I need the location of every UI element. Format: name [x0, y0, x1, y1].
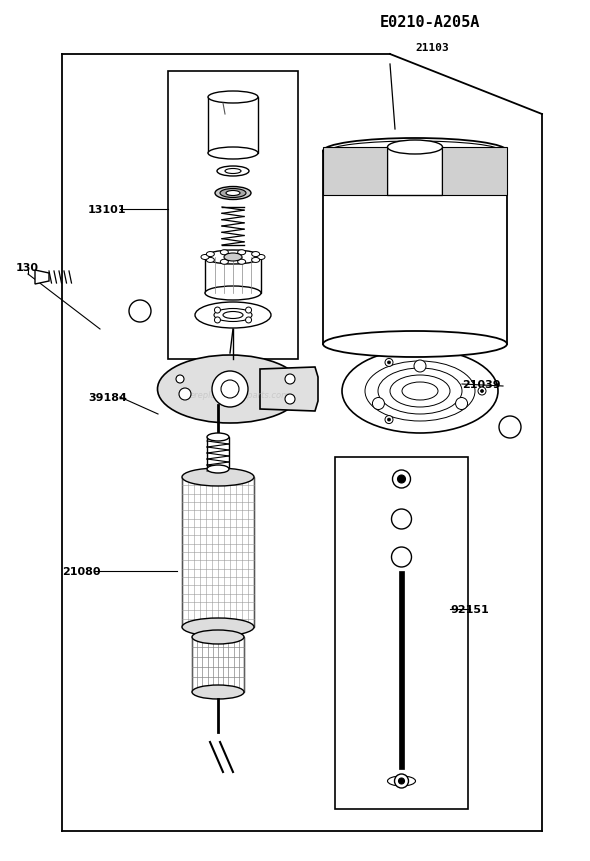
- Text: E0210-A205A: E0210-A205A: [380, 15, 480, 29]
- Ellipse shape: [182, 618, 254, 636]
- Ellipse shape: [208, 148, 258, 160]
- Circle shape: [392, 510, 411, 530]
- Text: 13101: 13101: [88, 205, 126, 214]
- Circle shape: [212, 372, 248, 407]
- Ellipse shape: [252, 252, 260, 257]
- Ellipse shape: [257, 255, 265, 260]
- Text: 21039: 21039: [462, 380, 501, 389]
- Polygon shape: [442, 148, 507, 195]
- Circle shape: [214, 307, 221, 313]
- Circle shape: [221, 381, 239, 399]
- Text: 39184: 39184: [88, 393, 127, 403]
- Text: 21080: 21080: [62, 567, 100, 576]
- Circle shape: [129, 300, 151, 323]
- Ellipse shape: [329, 142, 501, 162]
- Circle shape: [372, 398, 385, 410]
- Bar: [192, 637, 244, 692]
- Ellipse shape: [206, 252, 214, 257]
- Bar: [208, 98, 258, 154]
- Ellipse shape: [201, 255, 209, 260]
- Circle shape: [388, 362, 391, 364]
- Ellipse shape: [195, 303, 271, 329]
- Ellipse shape: [205, 251, 261, 264]
- Ellipse shape: [207, 433, 229, 442]
- Ellipse shape: [323, 139, 507, 164]
- Ellipse shape: [238, 260, 245, 265]
- Ellipse shape: [225, 170, 241, 174]
- Bar: [388, 148, 442, 195]
- Circle shape: [388, 418, 391, 422]
- Circle shape: [398, 475, 405, 483]
- Circle shape: [245, 318, 251, 324]
- Bar: [168, 72, 298, 360]
- Circle shape: [478, 387, 486, 395]
- Polygon shape: [35, 270, 49, 285]
- Circle shape: [395, 774, 408, 788]
- Bar: [207, 437, 229, 469]
- Circle shape: [398, 778, 405, 784]
- Ellipse shape: [252, 258, 260, 263]
- Ellipse shape: [220, 260, 228, 265]
- Ellipse shape: [214, 309, 252, 322]
- Text: 130: 130: [16, 263, 39, 273]
- Ellipse shape: [388, 141, 442, 155]
- Text: ereplacementparts.com: ereplacementparts.com: [190, 390, 290, 399]
- Ellipse shape: [238, 251, 245, 256]
- Text: B: B: [397, 553, 406, 562]
- Polygon shape: [390, 55, 542, 115]
- Bar: [205, 257, 261, 294]
- Ellipse shape: [208, 92, 258, 104]
- Ellipse shape: [220, 189, 246, 198]
- Ellipse shape: [226, 191, 240, 196]
- Circle shape: [385, 359, 393, 367]
- Ellipse shape: [224, 254, 242, 262]
- Bar: [335, 457, 468, 809]
- Ellipse shape: [205, 287, 261, 300]
- Circle shape: [480, 390, 483, 393]
- Polygon shape: [260, 368, 318, 412]
- Circle shape: [285, 394, 295, 405]
- Bar: [399, 572, 404, 769]
- Ellipse shape: [192, 630, 244, 644]
- Circle shape: [176, 375, 184, 383]
- Ellipse shape: [215, 188, 251, 201]
- Circle shape: [392, 548, 411, 567]
- Ellipse shape: [388, 776, 415, 786]
- Circle shape: [455, 398, 467, 410]
- Ellipse shape: [223, 313, 243, 319]
- Ellipse shape: [220, 251, 228, 256]
- Text: A: A: [397, 514, 406, 524]
- Ellipse shape: [192, 685, 244, 699]
- Circle shape: [285, 375, 295, 385]
- Ellipse shape: [217, 167, 249, 177]
- Circle shape: [214, 318, 221, 324]
- Circle shape: [179, 388, 191, 400]
- Ellipse shape: [207, 466, 229, 474]
- Circle shape: [392, 470, 411, 488]
- Ellipse shape: [342, 350, 498, 433]
- Ellipse shape: [158, 356, 303, 424]
- Circle shape: [385, 416, 393, 424]
- Text: 21103: 21103: [415, 43, 449, 53]
- Circle shape: [414, 361, 426, 373]
- Ellipse shape: [323, 331, 507, 357]
- Text: 92151: 92151: [450, 604, 489, 614]
- Text: B: B: [506, 423, 514, 432]
- Circle shape: [245, 307, 251, 313]
- Bar: [182, 478, 254, 628]
- Ellipse shape: [182, 468, 254, 486]
- Ellipse shape: [206, 258, 214, 263]
- Text: A: A: [136, 307, 145, 317]
- Polygon shape: [323, 148, 388, 195]
- Circle shape: [499, 417, 521, 438]
